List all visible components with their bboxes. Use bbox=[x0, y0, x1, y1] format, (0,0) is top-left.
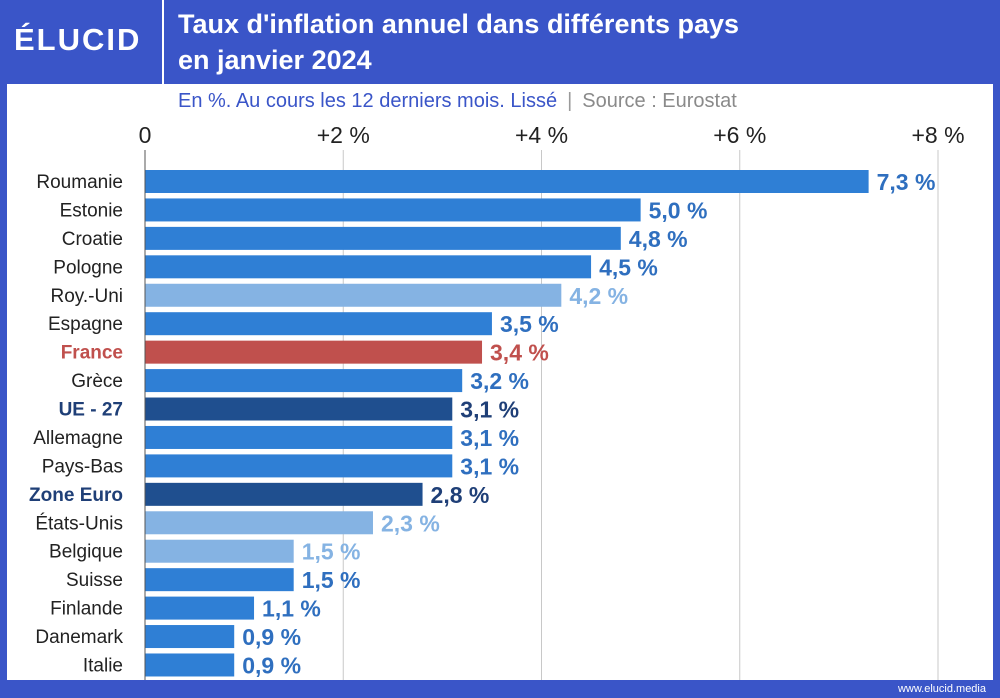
category-label: Estonie bbox=[60, 200, 123, 221]
chart-title: Taux d'inflation annuel dans différents … bbox=[178, 6, 988, 78]
x-tick-label: +2 % bbox=[317, 122, 370, 148]
value-label: 3,2 % bbox=[470, 368, 529, 394]
category-label: Belgique bbox=[49, 542, 123, 563]
category-label: Roumanie bbox=[36, 172, 123, 193]
chart-title-line-1: Taux d'inflation annuel dans différents … bbox=[178, 9, 740, 39]
header-bar: ÉLUCID Taux d'inflation annuel dans diff… bbox=[0, 0, 1000, 84]
subtitle-text: En %. Au cours les 12 derniers mois. Lis… bbox=[178, 90, 558, 112]
bar bbox=[145, 653, 235, 677]
header-divider bbox=[162, 0, 164, 84]
category-label: Allemagne bbox=[33, 428, 123, 449]
value-label: 4,2 % bbox=[569, 283, 628, 309]
category-label: Finlande bbox=[50, 599, 123, 620]
category-label: Pologne bbox=[53, 257, 123, 278]
bar bbox=[145, 283, 562, 307]
value-label: 7,3 % bbox=[877, 169, 936, 195]
x-tick-label: +8 % bbox=[911, 122, 964, 148]
value-label: 3,4 % bbox=[490, 340, 549, 366]
value-label: 0,9 % bbox=[242, 624, 301, 650]
value-label: 3,1 % bbox=[460, 453, 519, 479]
category-label: Danemark bbox=[35, 627, 123, 648]
value-label: 4,5 % bbox=[599, 254, 658, 280]
category-label: Pays-Bas bbox=[42, 456, 123, 477]
bar bbox=[145, 425, 453, 449]
value-label: 0,9 % bbox=[242, 652, 301, 678]
category-label: Roy.-Uni bbox=[51, 286, 124, 307]
value-label: 2,3 % bbox=[381, 510, 440, 536]
category-label: France bbox=[61, 343, 123, 364]
category-label: Grèce bbox=[71, 371, 123, 392]
elucid-logo: ÉLUCID bbox=[14, 22, 142, 57]
bar bbox=[145, 312, 492, 336]
bar bbox=[145, 170, 869, 193]
bar bbox=[145, 198, 641, 222]
value-label: 2,8 % bbox=[431, 482, 490, 508]
subtitle-separator: | bbox=[567, 90, 573, 112]
value-label: 1,5 % bbox=[302, 567, 361, 593]
bar bbox=[145, 482, 423, 506]
value-label: 3,5 % bbox=[500, 311, 559, 337]
bar bbox=[145, 340, 483, 364]
chart-title-line-2: en janvier 2024 bbox=[178, 45, 372, 75]
value-label: 4,8 % bbox=[629, 226, 688, 252]
bar bbox=[145, 255, 592, 279]
bar bbox=[145, 226, 621, 250]
bar bbox=[145, 511, 373, 535]
bar bbox=[145, 397, 453, 421]
bar bbox=[145, 454, 453, 478]
bar bbox=[145, 625, 235, 649]
value-label: 3,1 % bbox=[460, 397, 519, 423]
bar bbox=[145, 369, 463, 393]
bar bbox=[145, 539, 294, 563]
category-label: Zone Euro bbox=[29, 485, 123, 506]
value-label: 5,0 % bbox=[649, 197, 708, 223]
x-tick-label: +4 % bbox=[515, 122, 568, 148]
category-label: Croatie bbox=[62, 229, 123, 250]
category-label: Italie bbox=[83, 655, 123, 676]
category-label: États-Unis bbox=[35, 513, 123, 534]
footer-url[interactable]: www.elucid.media bbox=[897, 683, 986, 695]
x-tick-label: 0 bbox=[139, 122, 152, 148]
value-label: 1,5 % bbox=[302, 539, 361, 565]
category-label: Suisse bbox=[66, 570, 123, 591]
x-tick-label: +6 % bbox=[713, 122, 766, 148]
chart-subtitle: En %. Au cours les 12 derniers mois. Lis… bbox=[178, 89, 737, 113]
source-text: Source : Eurostat bbox=[582, 90, 737, 112]
category-label: Espagne bbox=[48, 314, 123, 335]
value-label: 3,1 % bbox=[460, 425, 519, 451]
bar bbox=[145, 596, 255, 620]
category-label: UE - 27 bbox=[59, 400, 123, 421]
value-label: 1,1 % bbox=[262, 596, 321, 622]
bar bbox=[145, 568, 294, 592]
